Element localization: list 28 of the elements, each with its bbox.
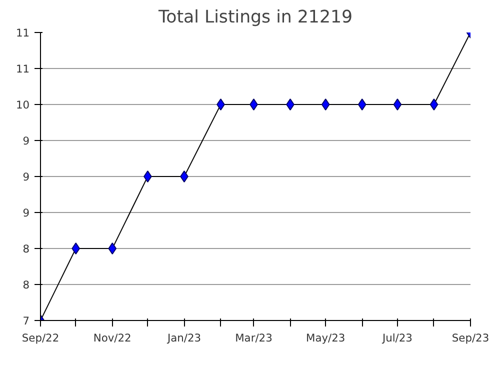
y-tick-label: 11 (16, 26, 30, 40)
y-tick-label: 9 (22, 170, 30, 184)
point (250, 98, 258, 110)
y-tick-label: 9 (22, 206, 30, 220)
point (286, 98, 294, 110)
chart-title: Total Listings in 21219 (157, 8, 353, 28)
point (393, 98, 402, 110)
point (430, 98, 438, 110)
x-tick-label: May/23 (306, 332, 346, 344)
y-tick-label: 9 (22, 134, 30, 148)
y-tick-label: 8 (22, 278, 30, 292)
point (321, 98, 330, 110)
x-tick-label: Nov/22 (93, 332, 132, 344)
y-tick-label: 7 (22, 314, 30, 328)
point (108, 242, 117, 254)
y-tick-label: 8 (22, 242, 30, 256)
point (358, 98, 366, 110)
point (216, 98, 225, 110)
y-tick-label: 10 (16, 98, 30, 112)
y-tick-label: 11 (16, 62, 30, 76)
point (72, 242, 80, 254)
x-tick-label: Sep/22 (22, 332, 60, 344)
x-tick-label: Sep/23 (452, 332, 490, 344)
point (180, 170, 188, 182)
x-tick-label: Jul/23 (381, 332, 412, 344)
point (144, 170, 152, 182)
x-tick-label: Mar/23 (235, 332, 272, 344)
x-tick-label: Jan/23 (166, 332, 202, 344)
